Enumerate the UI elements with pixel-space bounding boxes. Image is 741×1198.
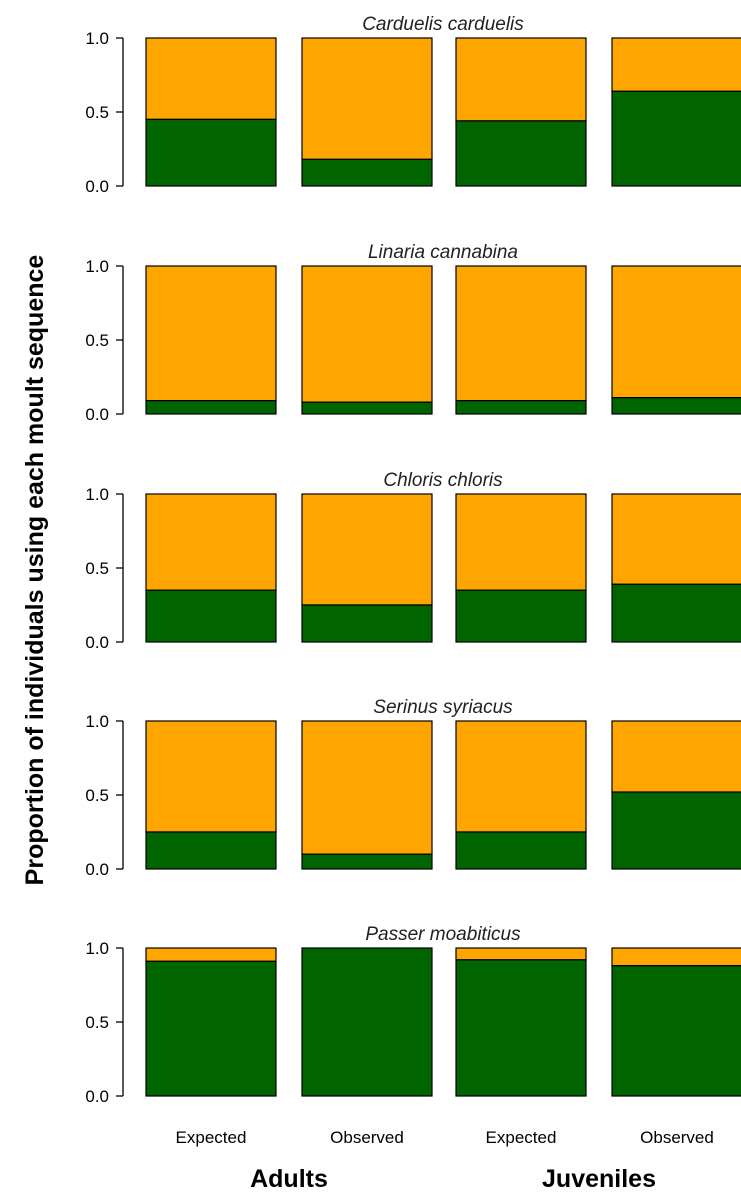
- bar-lower-segment: [145, 589, 277, 643]
- category-label: Expected: [176, 1128, 247, 1147]
- panel-title: Chloris chloris: [383, 470, 503, 491]
- panel-5: Passer moabiticus 0.0 0.5 1.0: [85, 924, 741, 1106]
- category-labels: Expected Observed Expected Observed: [176, 1128, 714, 1147]
- panel-2: Linaria cannabina 0.0 0.5 1.0: [85, 242, 741, 424]
- bar-lower-segment: [611, 90, 741, 187]
- panel-title: Passer moabiticus: [365, 924, 521, 945]
- category-label: Observed: [330, 1128, 404, 1147]
- y-tick-label: 0.5: [85, 331, 109, 350]
- y-tick-label: 0.5: [85, 559, 109, 578]
- y-tick-label: 0.0: [85, 860, 109, 879]
- bar-upper-segment: [455, 947, 587, 961]
- bar-upper-segment: [455, 265, 587, 402]
- bar-upper-segment: [145, 493, 277, 591]
- bar-lower-segment: [301, 604, 433, 643]
- bar-lower-segment: [611, 583, 741, 643]
- panel-4: Serinus syriacus 0.0 0.5 1.0: [85, 697, 741, 879]
- bar-lower-segment: [455, 589, 587, 643]
- y-tick-label: 1.0: [85, 29, 109, 48]
- panel-title: Serinus syriacus: [373, 697, 513, 718]
- bar-upper-segment: [301, 265, 433, 403]
- bar-lower-segment: [301, 853, 433, 870]
- category-label: Observed: [640, 1128, 714, 1147]
- group-label: Adults: [250, 1165, 328, 1193]
- bar-upper-segment: [455, 37, 587, 122]
- y-tick-label: 1.0: [85, 485, 109, 504]
- y-tick-label: 0.0: [85, 177, 109, 196]
- bar-upper-segment: [455, 720, 587, 833]
- y-tick-label: 0.0: [85, 633, 109, 652]
- bar-lower-segment: [455, 400, 587, 415]
- group-labels: Adults Juveniles: [250, 1165, 656, 1193]
- bar-lower-segment: [611, 791, 741, 870]
- y-tick-label: 1.0: [85, 712, 109, 731]
- bar-lower-segment: [455, 831, 587, 870]
- group-label: Juveniles: [542, 1165, 656, 1193]
- panel-1: Carduelis carduelis 0.0 0.5 1.0: [85, 14, 741, 196]
- category-label: Expected: [486, 1128, 557, 1147]
- y-tick-label: 0.0: [85, 1087, 109, 1106]
- y-tick-label: 0.0: [85, 405, 109, 424]
- bar-upper-segment: [611, 493, 741, 585]
- bar-upper-segment: [145, 37, 277, 121]
- bar-lower-segment: [301, 947, 433, 1097]
- bar-lower-segment: [145, 831, 277, 870]
- bar-upper-segment: [611, 37, 741, 92]
- bar-upper-segment: [145, 265, 277, 402]
- bar-upper-segment: [301, 493, 433, 606]
- bar-lower-segment: [611, 397, 741, 415]
- y-tick-label: 0.5: [85, 1013, 109, 1032]
- panel-title: Linaria cannabina: [368, 242, 518, 263]
- bar-upper-segment: [301, 37, 433, 160]
- bar-lower-segment: [301, 401, 433, 415]
- y-tick-label: 0.5: [85, 786, 109, 805]
- bar-upper-segment: [611, 947, 741, 967]
- bar-lower-segment: [145, 118, 277, 187]
- bar-lower-segment: [145, 400, 277, 415]
- bar-upper-segment: [145, 947, 277, 962]
- y-tick-label: 1.0: [85, 257, 109, 276]
- bar-lower-segment: [301, 158, 433, 187]
- panel-3: Chloris chloris 0.0 0.5 1.0: [85, 470, 741, 652]
- bar-upper-segment: [301, 720, 433, 855]
- y-tick-label: 1.0: [85, 939, 109, 958]
- bar-lower-segment: [611, 965, 741, 1097]
- bar-upper-segment: [145, 720, 277, 833]
- panel-title: Carduelis carduelis: [362, 14, 524, 35]
- bar-upper-segment: [455, 493, 587, 591]
- bar-upper-segment: [611, 265, 741, 399]
- bar-lower-segment: [145, 960, 277, 1097]
- bar-lower-segment: [455, 959, 587, 1097]
- bar-lower-segment: [455, 120, 587, 187]
- y-tick-label: 0.5: [85, 103, 109, 122]
- bar-upper-segment: [611, 720, 741, 793]
- y-axis-title: Proportion of individuals using each mou…: [21, 255, 49, 886]
